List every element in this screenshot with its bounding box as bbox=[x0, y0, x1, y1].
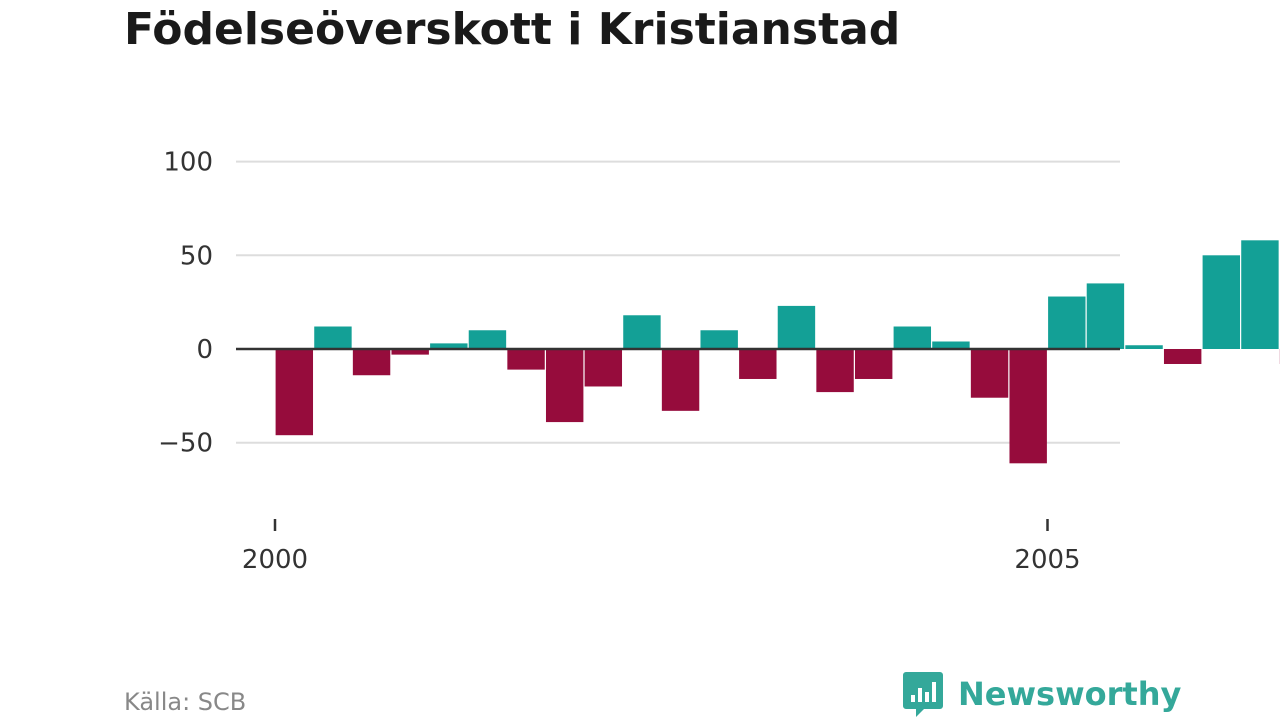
bar bbox=[314, 326, 352, 349]
bar bbox=[1241, 240, 1279, 349]
bar bbox=[739, 349, 777, 379]
bar bbox=[970, 349, 1009, 398]
bar bbox=[275, 349, 314, 436]
bar bbox=[623, 315, 661, 349]
bar bbox=[430, 343, 468, 349]
bar bbox=[661, 349, 700, 411]
bar bbox=[584, 349, 623, 387]
bar bbox=[854, 349, 893, 379]
bar bbox=[1048, 296, 1086, 349]
bar bbox=[391, 349, 429, 355]
grid-lines bbox=[236, 160, 1120, 444]
bar bbox=[545, 349, 584, 423]
x-axis-ticks: 200020052010201520202025 bbox=[242, 519, 1081, 575]
y-tick-label: 0 bbox=[196, 335, 213, 365]
bar bbox=[1202, 255, 1241, 349]
bar bbox=[1163, 349, 1202, 364]
bars bbox=[275, 240, 1280, 464]
brand-name: Newsworthy bbox=[958, 675, 1182, 713]
chart-title: Födelseöverskott i Kristianstad bbox=[124, 4, 901, 55]
brand-logo[interactable]: Newsworthy bbox=[902, 670, 1181, 718]
bar bbox=[468, 330, 507, 349]
newsworthy-logo-icon bbox=[903, 672, 943, 717]
bar bbox=[507, 349, 545, 370]
y-tick-label: 100 bbox=[163, 148, 213, 178]
bar bbox=[816, 349, 854, 393]
bar bbox=[352, 349, 391, 376]
bar bbox=[932, 341, 970, 349]
x-tick-label: 2000 bbox=[242, 545, 308, 575]
y-tick-label: 50 bbox=[180, 241, 213, 271]
bar bbox=[700, 330, 738, 349]
y-tick-label: −50 bbox=[158, 429, 213, 459]
bar bbox=[893, 326, 932, 349]
bar bbox=[1009, 349, 1047, 464]
x-tick-label: 2005 bbox=[1014, 545, 1080, 575]
bar bbox=[1086, 283, 1125, 349]
source-label: Källa: SCB bbox=[124, 688, 247, 716]
bar bbox=[1125, 345, 1163, 349]
bar bbox=[777, 305, 816, 349]
y-axis-ticks: −50 0 50 100 bbox=[158, 148, 213, 459]
